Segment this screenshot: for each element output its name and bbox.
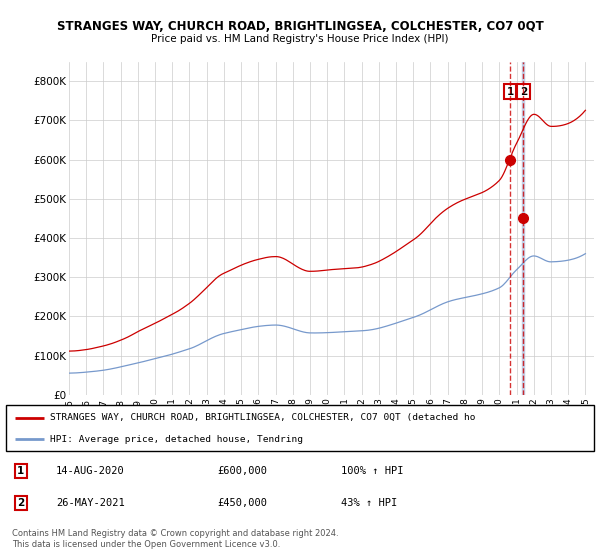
Text: £600,000: £600,000 bbox=[218, 466, 268, 476]
Text: £450,000: £450,000 bbox=[218, 498, 268, 508]
Text: STRANGES WAY, CHURCH ROAD, BRIGHTLINGSEA, COLCHESTER, CO7 0QT: STRANGES WAY, CHURCH ROAD, BRIGHTLINGSEA… bbox=[56, 20, 544, 32]
Text: HPI: Average price, detached house, Tendring: HPI: Average price, detached house, Tend… bbox=[50, 435, 303, 444]
Text: 26-MAY-2021: 26-MAY-2021 bbox=[56, 498, 125, 508]
Text: 2: 2 bbox=[17, 498, 25, 508]
Text: Contains HM Land Registry data © Crown copyright and database right 2024.
This d: Contains HM Land Registry data © Crown c… bbox=[12, 529, 338, 549]
Text: 100% ↑ HPI: 100% ↑ HPI bbox=[341, 466, 404, 476]
FancyBboxPatch shape bbox=[6, 405, 594, 451]
Text: 1: 1 bbox=[506, 87, 514, 96]
Text: Price paid vs. HM Land Registry's House Price Index (HPI): Price paid vs. HM Land Registry's House … bbox=[151, 34, 449, 44]
Text: STRANGES WAY, CHURCH ROAD, BRIGHTLINGSEA, COLCHESTER, CO7 0QT (detached ho: STRANGES WAY, CHURCH ROAD, BRIGHTLINGSEA… bbox=[50, 413, 476, 422]
Text: 1: 1 bbox=[17, 466, 25, 476]
Text: 14-AUG-2020: 14-AUG-2020 bbox=[56, 466, 125, 476]
Text: 43% ↑ HPI: 43% ↑ HPI bbox=[341, 498, 397, 508]
Text: 2: 2 bbox=[520, 87, 527, 96]
